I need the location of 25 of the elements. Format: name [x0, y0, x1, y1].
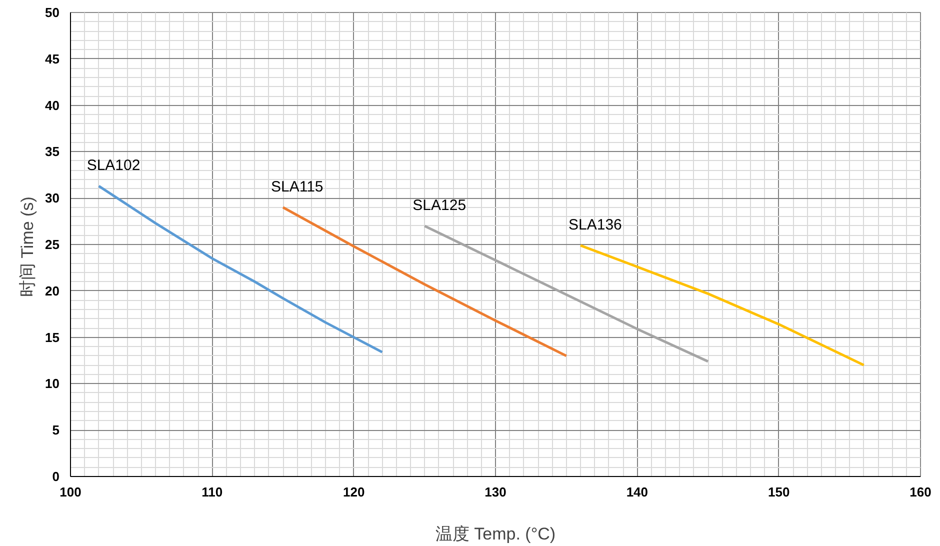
y-tick-label: 25: [45, 237, 60, 252]
y-tick-label: 40: [45, 98, 60, 113]
series-label: SLA102: [86, 157, 140, 174]
x-tick-label: 130: [484, 484, 506, 500]
y-axis-title: 时间 Time (s): [18, 196, 38, 298]
series-label: SLA136: [568, 216, 622, 234]
series-label: SLA125: [412, 196, 466, 214]
y-tick-label: 50: [45, 5, 60, 20]
x-tick-label: 120: [342, 484, 365, 500]
series-label: SLA115: [271, 178, 324, 196]
x-tick-label: 110: [202, 484, 223, 500]
y-tick-label: 10: [45, 376, 60, 392]
line-series: [579, 244, 866, 366]
y-tick-label: 5: [52, 422, 60, 438]
x-tick-label: 160: [910, 484, 932, 500]
y-tick-label: 45: [45, 51, 60, 66]
x-tick-label: 100: [60, 484, 82, 500]
x-tick-label: 140: [626, 484, 648, 500]
y-tick-label: 20: [45, 283, 60, 298]
y-tick-label: 30: [45, 190, 60, 206]
y-tick-label: 15: [45, 330, 60, 345]
x-axis-title: 温度 Temp. (°C): [435, 524, 556, 544]
y-tick-label: 35: [45, 144, 60, 160]
x-tick-label: 150: [768, 484, 790, 500]
y-tick-label: 0: [52, 469, 60, 484]
